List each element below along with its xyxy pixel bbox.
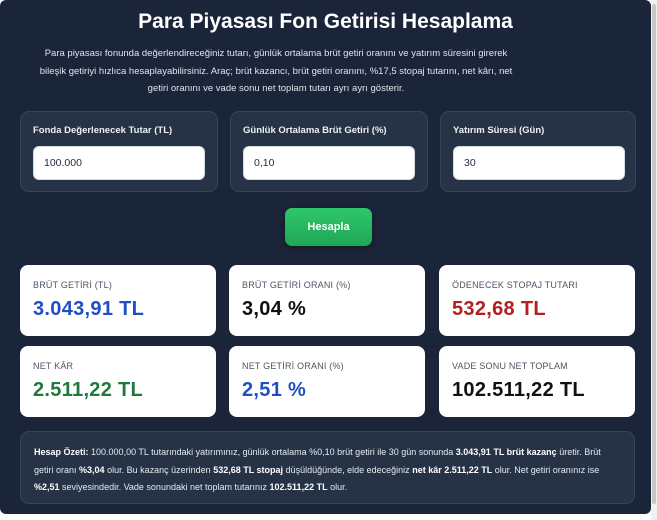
rate-input-card: Günlük Ortalama Brüt Getiri (%)	[230, 111, 428, 192]
result-value: 102.511,22 TL	[452, 379, 585, 401]
summary-text: olur.	[330, 482, 348, 492]
description-line: Para piyasası fonunda değerlendireceğini…	[44, 48, 508, 59]
amount-input[interactable]	[33, 146, 205, 180]
summary-highlight: %3,04	[79, 464, 105, 475]
result-value: 2,51 %	[242, 379, 307, 401]
summary-text: üretir. Brüt getiri oranı	[34, 447, 601, 475]
amount-input-card: Fonda Değerlenecek Tutar (TL)	[20, 111, 218, 192]
result-label: NET KÂR	[33, 361, 74, 371]
summary-text: 100.000,00 TL tutarındaki yatırımınız, g…	[91, 447, 454, 457]
result-label: BRÜT GETİRİ (TL)	[33, 280, 113, 290]
result-value: 532,68 TL	[452, 298, 546, 320]
result-label: ÖDENECEK STOPAJ TUTARI	[452, 280, 578, 290]
description-line: getiri oranını ve vade sonu net toplam t…	[147, 83, 405, 94]
result-value: 2.511,22 TL	[33, 379, 144, 401]
result-label: NET GETİRİ ORANI (%)	[242, 361, 344, 371]
result-value: 3,04 %	[242, 298, 307, 320]
result-card-net-profit: NET KÂR 2.511,22 TL	[20, 346, 216, 417]
summary-text: olur. Bu kazanç üzerinden	[107, 464, 211, 475]
result-label: VADE SONU NET TOPLAM	[452, 361, 568, 371]
calculation-summary: Hesap Özeti: 100.000,00 TL tutarındaki y…	[20, 431, 635, 504]
rate-label: Günlük Ortalama Brüt Getiri (%)	[243, 125, 387, 136]
result-label: BRÜT GETİRİ ORANI (%)	[242, 280, 351, 290]
result-card-maturity-total: VADE SONU NET TOPLAM 102.511,22 TL	[439, 346, 635, 417]
summary-highlight: %2,51	[34, 482, 60, 492]
result-card-withholding-tax: ÖDENECEK STOPAJ TUTARI 532,68 TL	[439, 265, 635, 336]
page-title: Para Piyasası Fon Getirisi Hesaplama	[138, 10, 513, 33]
days-label: Yatırım Süresi (Gün)	[453, 125, 545, 136]
summary-highlight: 3.043,91 TL brüt kazanç	[455, 447, 557, 457]
page-description: Para piyasası fonunda değerlendireceğini…	[22, 45, 530, 98]
amount-label: Fonda Değerlenecek Tutar (TL)	[33, 125, 173, 136]
result-value: 3.043,91 TL	[33, 298, 145, 320]
rate-input[interactable]	[243, 146, 415, 180]
summary-title: Hesap Özeti:	[34, 447, 89, 457]
summary-highlight: net kâr 2.511,22 TL	[412, 464, 493, 475]
description-line: bileşik getiriyi hızlıca hesaplayabilirs…	[39, 65, 513, 77]
summary-highlight: 532,68 TL stopaj	[213, 464, 284, 475]
summary-text: düşüldüğünde, elde edeceğiniz	[285, 464, 410, 475]
result-card-gross-return: BRÜT GETİRİ (TL) 3.043,91 TL	[20, 265, 216, 336]
calculator-panel: Para Piyasası Fon Getirisi Hesaplama Par…	[0, 0, 651, 514]
summary-text: olur. Net getiri oranınız ise	[494, 464, 600, 475]
summary-highlight: 102.511,22 TL	[269, 482, 328, 492]
result-card-net-rate: NET GETİRİ ORANI (%) 2,51 %	[229, 346, 425, 417]
days-input[interactable]	[453, 146, 625, 180]
calculate-button[interactable]: Hesapla	[285, 208, 372, 246]
days-input-card: Yatırım Süresi (Gün)	[440, 111, 636, 192]
scrollbar-thumb[interactable]	[652, 4, 656, 504]
summary-text: seviyesindedir. Vade sonundaki net topla…	[62, 482, 268, 492]
result-card-gross-rate: BRÜT GETİRİ ORANI (%) 3,04 %	[229, 265, 425, 336]
